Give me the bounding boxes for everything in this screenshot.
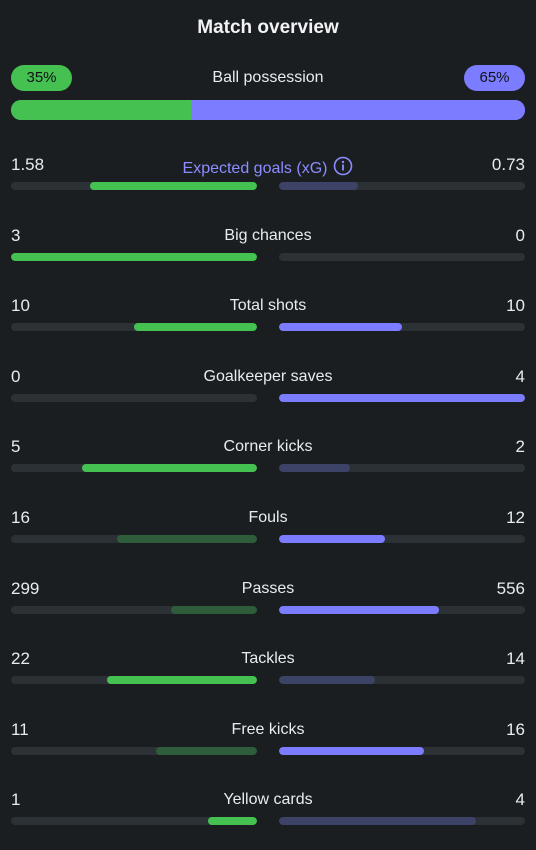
home-value: 5 <box>11 437 21 457</box>
away-bar-fill <box>279 605 439 614</box>
stat-label-text: Big chances <box>224 226 312 244</box>
home-bar-fill <box>116 535 257 543</box>
away-bar-fill <box>279 676 375 685</box>
home-value: 16 <box>11 508 30 527</box>
away-bar-fill <box>279 746 425 755</box>
stat-label-text: Tackles <box>241 650 295 668</box>
away-bar-fill <box>279 817 476 826</box>
home-bar-fill <box>82 464 257 473</box>
possession-label: Ball possession <box>212 69 324 86</box>
stat-label: Big chances <box>11 227 525 245</box>
away-bar-track <box>279 393 525 402</box>
stat-label: Tackles <box>11 650 525 668</box>
stat-label-text: Goalkeeper saves <box>203 367 333 385</box>
possession-row: 35% Ball possession 65% <box>11 65 525 91</box>
possession-bar <box>11 100 525 120</box>
info-icon[interactable] <box>333 156 353 176</box>
home-bar-fill <box>156 746 257 755</box>
away-value: 4 <box>515 366 525 386</box>
away-bar-track <box>279 252 525 261</box>
stat-label: Passes <box>11 580 525 598</box>
away-value: 16 <box>506 719 525 739</box>
stat-label-text: Expected goals (xG) <box>182 160 328 177</box>
away-value: 0.73 <box>491 155 525 174</box>
home-value: 1.58 <box>11 155 45 174</box>
stat-row: 0 Goalkeeper saves 4 <box>11 367 525 411</box>
home-bar-fill <box>89 182 257 190</box>
away-bar-track <box>279 535 525 543</box>
home-value: 11 <box>11 719 29 739</box>
stat-row: 299 Passes 556 <box>11 579 525 623</box>
stat-label-text: Free kicks <box>231 720 305 738</box>
away-bar-fill <box>279 393 525 402</box>
home-possession-badge: 35% <box>11 65 72 91</box>
stat-row: 16 Fouls 12 <box>11 508 525 552</box>
home-bar-track <box>11 182 257 190</box>
away-bar-track <box>279 605 525 614</box>
stat-row: 1.58 Expected goals (xG) 0.73 <box>11 155 525 199</box>
home-bar-fill <box>170 605 257 614</box>
away-bar-fill <box>279 464 351 473</box>
away-bar-track <box>279 182 525 190</box>
stat-label: Corner kicks <box>11 438 525 456</box>
stat-label-text: Total shots <box>229 297 307 315</box>
home-bar-track <box>11 393 257 402</box>
away-bar-track <box>279 323 525 332</box>
home-bar-track <box>11 464 257 473</box>
home-bar-track <box>11 817 257 826</box>
stat-row: 1 Yellow cards 4 <box>11 790 525 834</box>
home-bar-track <box>11 252 257 261</box>
home-bar-track <box>11 676 257 685</box>
away-bar-track <box>279 817 525 826</box>
stat-row: 10 Total shots 10 <box>11 296 525 340</box>
away-value: 0 <box>515 225 525 245</box>
home-value: 0 <box>11 366 21 386</box>
stat-row: 5 Corner kicks 2 <box>11 437 525 481</box>
away-bar-track <box>279 746 525 755</box>
home-bar-track <box>11 323 257 332</box>
home-bar-fill <box>11 252 257 261</box>
stat-label-text: Passes <box>241 579 295 597</box>
page-title: Match overview <box>197 17 339 38</box>
home-value: 1 <box>11 790 21 810</box>
stat-label: Fouls <box>11 509 525 527</box>
home-bar-fill <box>106 676 257 685</box>
away-value: 2 <box>515 437 525 457</box>
away-possession-badge: 65% <box>464 65 525 91</box>
home-bar-fill <box>207 817 257 826</box>
stat-row: 3 Big chances 0 <box>11 226 525 270</box>
stat-label-text: Corner kicks <box>223 438 313 456</box>
home-bar-track <box>11 535 257 543</box>
away-bar-fill <box>279 535 385 543</box>
away-bar-fill <box>279 182 358 190</box>
away-value: 4 <box>515 790 525 810</box>
stat-label: Total shots <box>11 297 525 315</box>
stat-label-text: Fouls <box>248 509 288 526</box>
away-value: 14 <box>506 649 525 669</box>
home-value: 10 <box>11 296 30 316</box>
stat-label: Yellow cards <box>11 791 525 809</box>
possession-bar-home <box>11 100 191 120</box>
stat-row: 22 Tackles 14 <box>11 649 525 693</box>
home-bar-track <box>11 605 257 614</box>
away-bar-track <box>279 676 525 685</box>
away-value: 12 <box>506 508 525 527</box>
away-value: 556 <box>496 578 525 598</box>
home-value: 299 <box>11 578 40 598</box>
stat-label: Free kicks <box>11 721 525 739</box>
home-value: 3 <box>11 225 21 245</box>
home-value: 22 <box>11 649 30 669</box>
stat-label-text: Yellow cards <box>223 791 313 809</box>
stat-label[interactable]: Expected goals (xG) <box>11 156 525 178</box>
away-bar-track <box>279 464 525 473</box>
stat-row: 11 Free kicks 16 <box>11 720 525 764</box>
home-bar-track <box>11 746 257 755</box>
away-value: 10 <box>506 296 525 316</box>
stat-label: Goalkeeper saves <box>11 368 525 386</box>
possession-bar-away <box>190 100 525 120</box>
home-bar-fill <box>134 323 257 332</box>
away-bar-fill <box>279 323 402 332</box>
